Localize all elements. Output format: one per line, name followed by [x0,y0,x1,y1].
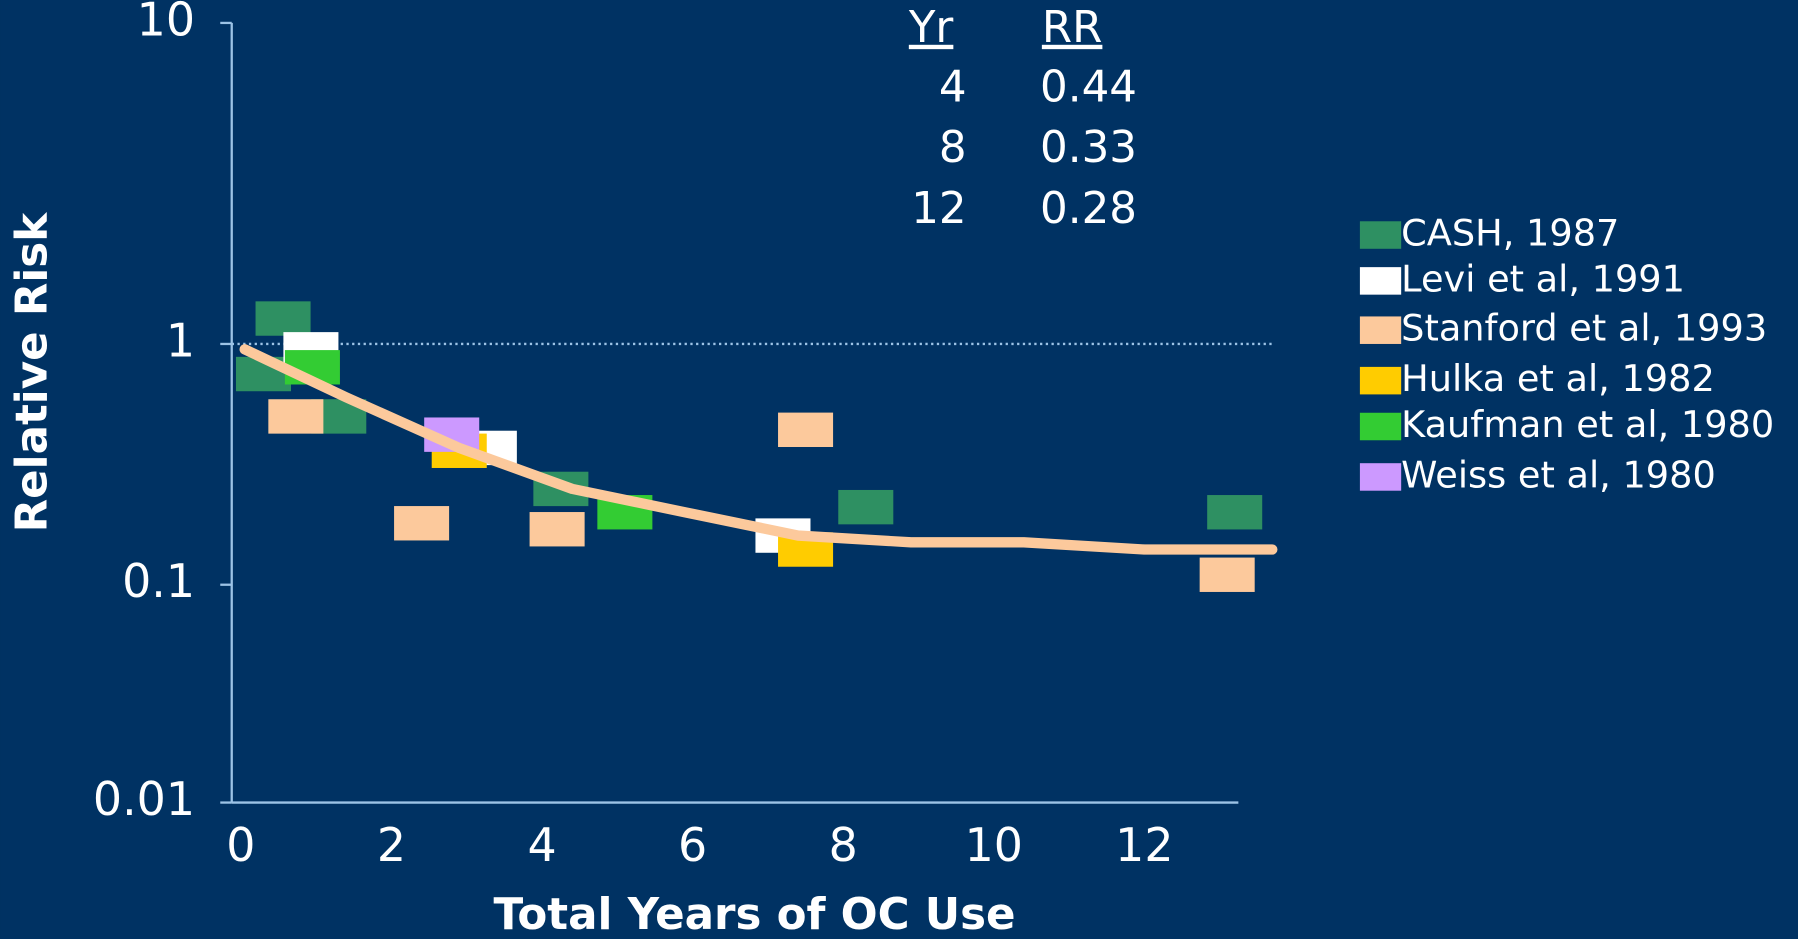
legend-swatch [1359,221,1402,249]
legend-label: CASH, 1987 [1401,212,1619,255]
table-header: Yr [908,3,954,53]
table-cell: 12 [911,184,966,234]
x-tick-label: 6 [678,818,707,872]
x-tick-label: 10 [965,818,1023,872]
x-tick-label: 12 [1115,818,1173,872]
legend-swatch [1359,316,1402,344]
data-point [778,412,834,447]
legend-swatch [1359,366,1402,395]
table-header: RR [1042,3,1103,53]
legend-swatch [1359,412,1402,441]
data-point [268,399,324,434]
x-tick-label: 2 [377,818,406,872]
data-point [529,512,585,547]
legend-label: Kaufman et al, 1980 [1401,403,1774,446]
y-tick-label: 0.01 [93,772,195,826]
data-point [1207,495,1263,530]
legend-label: Hulka et al, 1982 [1401,357,1715,400]
table-cell: 0.44 [1040,62,1137,112]
x-tick-label: 0 [226,818,255,872]
x-tick-label: 8 [829,818,858,872]
legend-swatch [1359,463,1402,491]
data-point [394,506,450,541]
x-axis-title: Total Years of OC Use [493,890,1015,939]
y-tick-label: 0.1 [122,554,195,608]
fit-curve [239,344,1278,555]
table-cell: 4 [939,62,967,112]
y-tick-label: 1 [166,313,195,367]
legend-swatch [1359,267,1402,295]
legend-label: Levi et al, 1991 [1401,257,1685,300]
legend-label: Stanford et al, 1993 [1401,307,1767,350]
data-point [1199,557,1255,592]
table-cell: 8 [939,123,967,173]
data-point [838,489,894,525]
data-point [255,301,311,336]
x-tick-label: 4 [527,818,556,872]
legend-label: Weiss et al, 1980 [1401,453,1716,496]
y-axis-title: Relative Risk [8,212,58,533]
table-cell: 0.33 [1040,123,1137,173]
table-cell: 0.28 [1040,184,1137,234]
y-tick-label: 10 [137,0,195,46]
